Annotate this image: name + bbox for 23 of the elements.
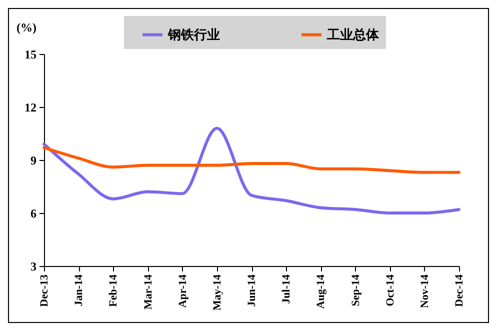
y-tick-label: 9 (30, 154, 36, 168)
line-series (42, 146, 460, 174)
x-tick-label: Dec-13 (38, 274, 50, 307)
x-tick-label: Feb-14 (108, 274, 120, 307)
x-tick-label: Dec-14 (454, 274, 466, 307)
x-tick-label: Jun-14 (246, 274, 258, 307)
x-tick-label: Sep-14 (350, 274, 362, 306)
line-series (42, 126, 460, 214)
y-tick-label: 15 (24, 48, 36, 62)
x-tick-label: Jul-14 (280, 274, 293, 304)
legend-label: 钢铁行业 (167, 28, 220, 43)
x-tick-label: Jan-14 (73, 274, 86, 306)
x-tick-label: May-14 (211, 274, 224, 311)
x-tick-label: Apr-14 (176, 274, 189, 308)
y-tick-label: 6 (30, 206, 36, 220)
y-axis-title: (%) (16, 20, 36, 34)
legend-label: 工业总体 (326, 26, 380, 43)
x-tick-label: Mar-14 (142, 274, 154, 310)
y-tick-label: 12 (24, 100, 36, 114)
x-tick-label: Aug-14 (315, 274, 328, 309)
x-tick-label: Oct-14 (384, 274, 396, 306)
x-tick-label: Nov-14 (418, 274, 431, 308)
y-tick-label: 3 (30, 260, 36, 274)
